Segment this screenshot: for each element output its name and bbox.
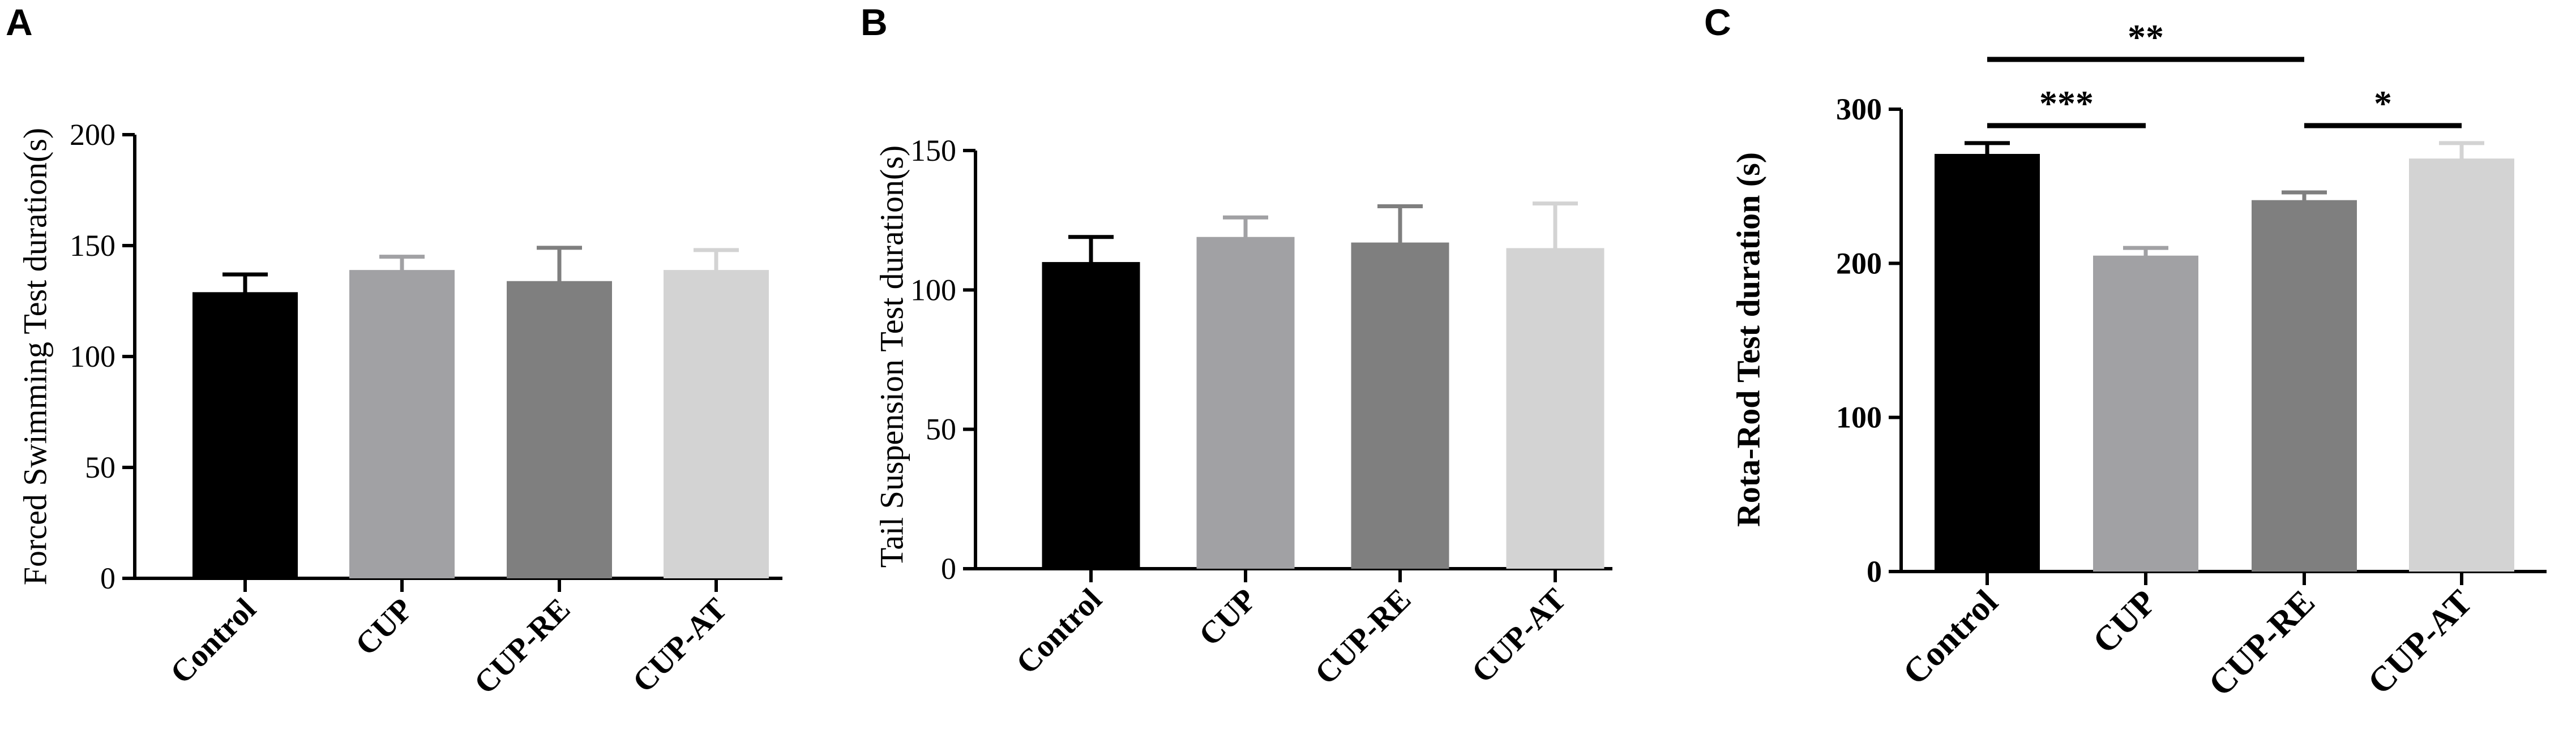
- panel-c-significance-label: ***: [2039, 83, 2094, 123]
- panel-b-y-axis-label: Tail Suspension Test duration(s): [874, 145, 910, 568]
- panel-b-y-tick-label: 50: [926, 413, 956, 446]
- panel-b-bar-cup-re: [1351, 242, 1449, 569]
- panel-b-bar-cup: [1196, 237, 1295, 569]
- panel-b-category-label: CUP-RE: [1308, 582, 1418, 691]
- panel-a-y-axis-label: Forced Swimming Test duration(s): [17, 128, 54, 585]
- panel-a-category-label: CUP: [349, 591, 420, 662]
- panel-a-y-tick-label: 100: [70, 340, 115, 373]
- panel-b-y-tick-label: 100: [910, 273, 956, 307]
- panel-a-y-tick-label: 200: [70, 118, 115, 152]
- panel-c-category-label: CUP: [2086, 583, 2164, 661]
- panel-b-bar-control: [1042, 262, 1140, 569]
- panel-c-bar-control: [1935, 153, 2040, 572]
- panel-b-y-tick-label: 150: [910, 134, 956, 168]
- panel-c-y-axis-label: Rota-Rod Test duration (s): [1730, 152, 1767, 527]
- panel-a-category-label: CUP-RE: [468, 591, 577, 701]
- panel-c-y-tick-label: 0: [1867, 555, 1882, 589]
- panel-c-significance-label: **: [2128, 17, 2164, 57]
- panel-a-category-label: Control: [164, 591, 263, 690]
- panel-a-letter: A: [6, 1, 33, 43]
- panel-c-y-tick-label: 200: [1836, 246, 1882, 280]
- panel-c-bar-cup-re: [2252, 200, 2357, 572]
- panel-b-category-label: CUP: [1192, 582, 1263, 652]
- panel-b-y-tick-label: 0: [941, 552, 956, 586]
- panel-c-y-tick-label: 100: [1836, 401, 1882, 435]
- panel-b-category-label: Control: [1009, 582, 1109, 681]
- panel-a-bar-cup-at: [664, 270, 769, 578]
- panel-c-category-label: Control: [1895, 583, 2005, 692]
- panel-b-letter: B: [861, 1, 888, 43]
- panel-b-category-label: CUP-AT: [1465, 582, 1573, 689]
- panel-a-bar-cup-re: [507, 281, 612, 579]
- panel-a-y-tick-label: 50: [85, 450, 115, 484]
- panel-c-y-tick-label: 300: [1836, 92, 1882, 126]
- panel-a-y-tick-label: 0: [100, 561, 115, 595]
- panel-c-letter: C: [1704, 1, 1731, 43]
- panel-c-category-label: CUP-AT: [2360, 583, 2479, 702]
- panel-a-category-label: CUP-AT: [626, 591, 734, 699]
- panel-c-bar-cup-at: [2409, 158, 2514, 572]
- panel-b-bar-cup-at: [1506, 248, 1604, 569]
- panel-a-bar-control: [192, 292, 298, 578]
- panel-a-y-tick-label: 150: [70, 229, 115, 263]
- panel-c-bar-cup: [2093, 255, 2198, 572]
- panel-c-significance-label: *: [2374, 83, 2392, 123]
- panel-c-category-label: CUP-RE: [2201, 583, 2322, 704]
- panel-a-bar-cup: [349, 270, 455, 578]
